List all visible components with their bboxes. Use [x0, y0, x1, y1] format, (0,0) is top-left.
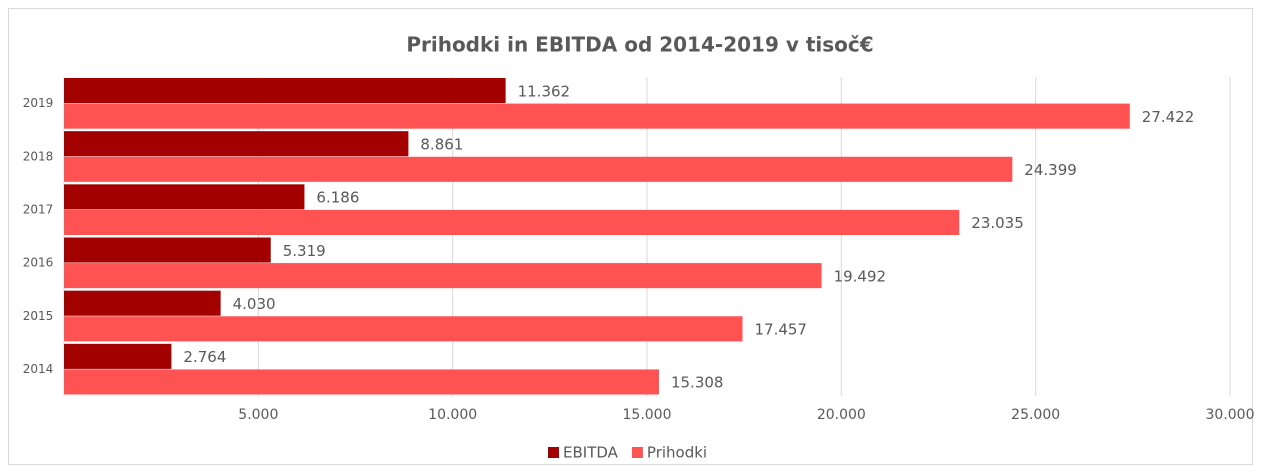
chart-border	[8, 8, 1253, 465]
bar	[64, 263, 822, 289]
y-tick-label: 2015	[23, 309, 54, 323]
bar	[64, 156, 1013, 182]
data-label: 8.861	[420, 135, 463, 153]
bar	[64, 316, 743, 342]
x-tick-label: 25.000	[1011, 407, 1060, 423]
y-tick-label: 2018	[23, 149, 54, 163]
bar	[64, 103, 1130, 129]
bar	[64, 369, 659, 395]
y-tick-label: 2017	[23, 202, 54, 216]
x-tick-label: 5.000	[238, 407, 278, 423]
bar	[64, 237, 271, 263]
bar	[64, 184, 305, 210]
data-label: 17.457	[754, 321, 807, 339]
x-tick-label: 15.000	[623, 407, 672, 423]
data-label: 15.308	[671, 374, 724, 392]
bar	[64, 131, 409, 157]
y-tick-label: 2014	[23, 362, 54, 376]
data-label: 11.362	[518, 82, 571, 100]
x-tick-label: 10.000	[428, 407, 477, 423]
data-label: 5.319	[283, 242, 326, 260]
legend-swatch	[631, 447, 643, 458]
data-label: 4.030	[233, 295, 276, 313]
bar	[64, 209, 960, 235]
legend-swatch	[548, 447, 559, 458]
data-label: 27.422	[1142, 108, 1195, 126]
legend-label: EBITDA	[563, 444, 619, 462]
data-label: 19.492	[834, 267, 887, 285]
data-label: 2.764	[183, 348, 226, 366]
bar	[64, 290, 221, 316]
data-label: 24.399	[1024, 161, 1077, 179]
bar	[64, 343, 172, 369]
bar	[64, 78, 506, 104]
chart-title: Prihodki in EBITDA od 2014-2019 v tisoč€	[406, 33, 873, 57]
data-label: 23.035	[971, 214, 1024, 232]
data-label: 6.186	[316, 189, 359, 207]
y-tick-label: 2019	[23, 96, 54, 110]
y-tick-label: 2016	[23, 256, 54, 270]
x-tick-label: 20.000	[817, 407, 866, 423]
legend-label: Prihodki	[647, 444, 707, 462]
x-tick-label: 30.000	[1206, 407, 1255, 423]
